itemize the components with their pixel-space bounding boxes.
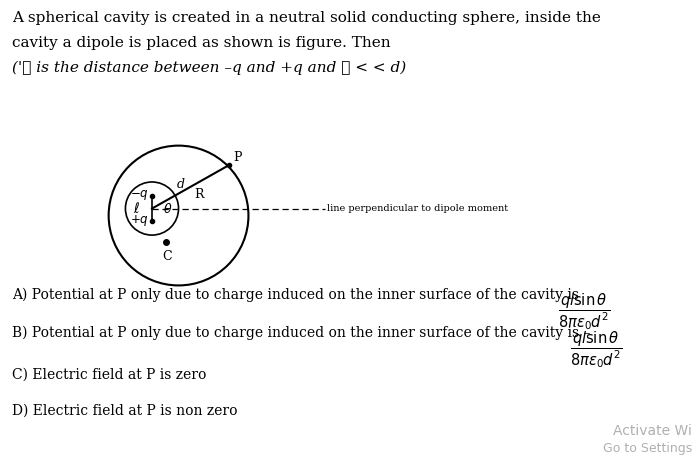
Text: line perpendicular to dipole moment: line perpendicular to dipole moment	[328, 204, 509, 213]
Text: C) Electric field at P is zero: C) Electric field at P is zero	[12, 368, 206, 382]
Text: $-q$: $-q$	[130, 188, 149, 202]
Text: A) Potential at P only due to charge induced on the inner surface of the cavity : A) Potential at P only due to charge ind…	[12, 288, 583, 302]
Text: d: d	[177, 178, 185, 192]
Text: B) Potential at P only due to charge induced on the inner surface of the cavity : B) Potential at P only due to charge ind…	[12, 326, 591, 340]
Text: R: R	[194, 188, 204, 201]
Text: $\theta$: $\theta$	[162, 202, 172, 216]
Text: A spherical cavity is created in a neutral solid conducting sphere, inside the: A spherical cavity is created in a neutr…	[12, 11, 601, 25]
Text: D) Electric field at P is non zero: D) Electric field at P is non zero	[12, 404, 237, 418]
Text: ('ℓ is the distance between –q and +q and ℓ < < d): ('ℓ is the distance between –q and +q an…	[12, 61, 406, 75]
Text: $\dfrac{ql\sin\theta}{8\pi\varepsilon_0 d^2}$: $\dfrac{ql\sin\theta}{8\pi\varepsilon_0 …	[558, 291, 610, 332]
Text: $\dfrac{ql\sin\theta}{8\pi\varepsilon_0 d^2}$: $\dfrac{ql\sin\theta}{8\pi\varepsilon_0 …	[570, 329, 622, 370]
Text: Activate Wi: Activate Wi	[613, 424, 692, 438]
Text: P: P	[233, 151, 242, 164]
Text: C: C	[162, 251, 172, 263]
Text: cavity a dipole is placed as shown is figure. Then: cavity a dipole is placed as shown is fi…	[12, 36, 391, 50]
Text: Go to Settings: Go to Settings	[603, 442, 692, 455]
Text: $\ell$: $\ell$	[133, 201, 140, 216]
Text: $+q$: $+q$	[130, 213, 149, 228]
